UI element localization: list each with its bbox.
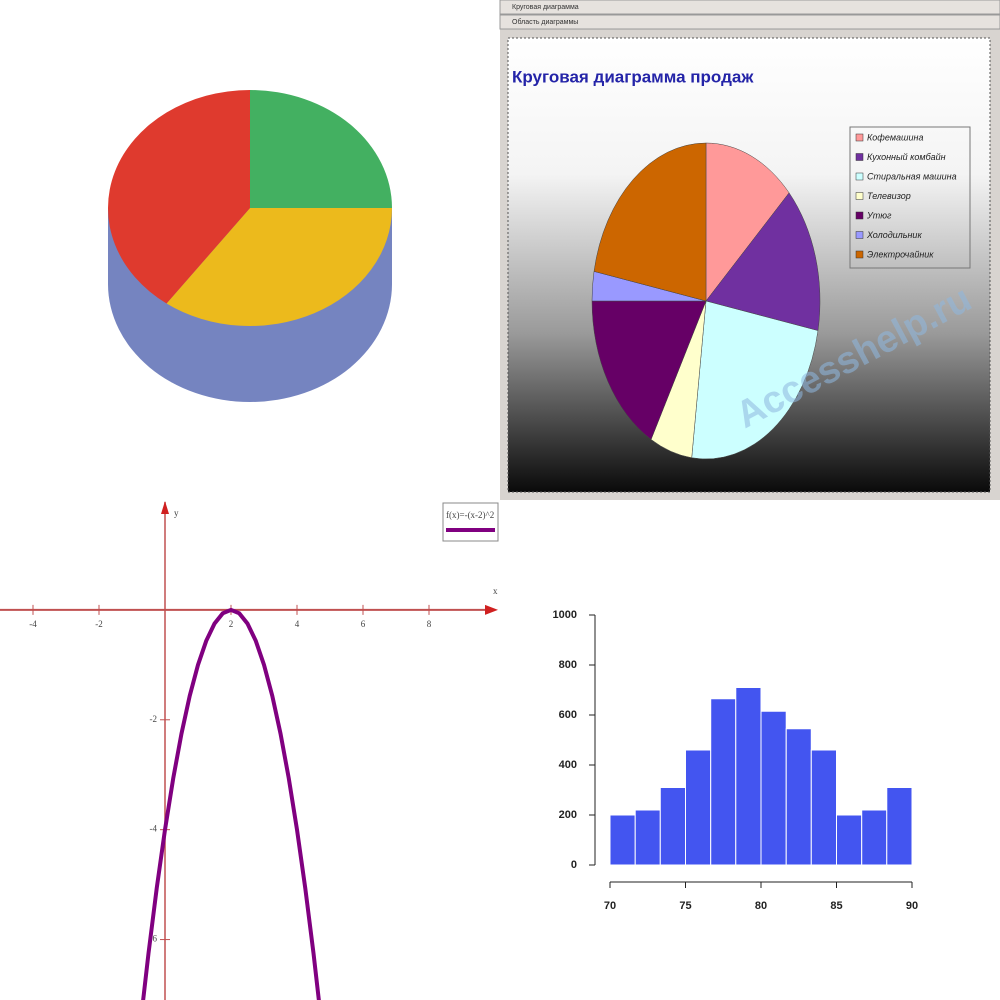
legend-label: Холодильник bbox=[866, 230, 922, 240]
pie-slice bbox=[591, 300, 707, 440]
histogram-bar bbox=[810, 749, 838, 866]
legend bbox=[849, 126, 971, 269]
histogram-bar bbox=[735, 687, 762, 866]
y-tick-label: 1000 bbox=[553, 609, 577, 621]
legend-swatch bbox=[855, 133, 864, 142]
x-tick-label: 80 bbox=[755, 900, 767, 912]
x-tick-label: 75 bbox=[679, 900, 691, 912]
legend-label: Телевизор bbox=[867, 191, 911, 201]
curve bbox=[141, 607, 321, 1000]
histogram-bar bbox=[685, 749, 712, 866]
legend bbox=[442, 502, 499, 542]
x-tick-label: 90 bbox=[906, 900, 918, 912]
pie-slice bbox=[108, 90, 250, 304]
histogram-bar bbox=[886, 787, 913, 866]
window-bar bbox=[499, 0, 1000, 15]
legend-swatch bbox=[855, 231, 864, 239]
y-tick-label: 400 bbox=[559, 759, 577, 771]
histogram-bar bbox=[836, 814, 863, 866]
histogram-bar bbox=[659, 787, 687, 866]
x-tick-label: 2 bbox=[229, 619, 234, 629]
x-tick-label: 70 bbox=[604, 900, 616, 912]
legend-label: Утюг bbox=[866, 210, 892, 220]
x-tick-label: 8 bbox=[427, 619, 432, 629]
legend-swatch bbox=[855, 172, 864, 181]
x-tick-label: 6 bbox=[361, 619, 366, 629]
window-bar bbox=[499, 14, 1000, 30]
x-tick-label: 85 bbox=[830, 900, 842, 912]
chart-title: Круговая диаграмма продаж bbox=[512, 67, 754, 86]
y-tick-label: -4 bbox=[150, 824, 158, 834]
histogram-bar bbox=[710, 698, 737, 866]
x-axis-label: x bbox=[493, 586, 498, 596]
legend-swatch bbox=[855, 250, 864, 259]
y-tick-label: 600 bbox=[559, 709, 577, 721]
y-axis-label: y bbox=[174, 508, 179, 518]
y-arrow bbox=[161, 501, 169, 514]
y-tick-label: 0 bbox=[571, 859, 577, 871]
y-tick-label: -2 bbox=[150, 714, 158, 724]
pie-slice bbox=[705, 142, 790, 302]
x-tick-label: 4 bbox=[295, 619, 300, 629]
legend-label: Кофемашина bbox=[867, 132, 923, 142]
pie-slice bbox=[691, 300, 819, 460]
x-tick-label: -2 bbox=[95, 619, 103, 629]
x-arrow bbox=[485, 604, 498, 615]
legend-swatch bbox=[855, 192, 864, 200]
histogram-bar bbox=[861, 809, 888, 866]
histogram-bar bbox=[760, 710, 787, 866]
legend-label: Кухонный комбайн bbox=[867, 152, 946, 162]
legend-swatch bbox=[855, 211, 864, 220]
pie-slice bbox=[705, 192, 821, 331]
y-tick-label: 200 bbox=[559, 809, 577, 821]
pie-slice bbox=[250, 90, 392, 208]
histogram-bar bbox=[609, 814, 636, 866]
window-title: Круговая диаграмма bbox=[512, 4, 579, 11]
pie-slice bbox=[593, 142, 707, 302]
legend-label: f(x)=-(x-2)^2 bbox=[446, 510, 494, 520]
y-tick-label: 800 bbox=[559, 659, 577, 671]
y-tick-label: -6 bbox=[150, 934, 158, 944]
pie-slice bbox=[166, 208, 392, 327]
legend-label: Стиральная машина bbox=[867, 171, 957, 181]
window-selection: Область диаграммы bbox=[512, 18, 578, 26]
histogram-bar bbox=[785, 728, 812, 866]
histogram-bar bbox=[634, 809, 661, 866]
legend-label: Электрочайник bbox=[867, 249, 934, 259]
x-tick-label: -4 bbox=[29, 619, 37, 629]
legend-swatch bbox=[855, 153, 864, 161]
